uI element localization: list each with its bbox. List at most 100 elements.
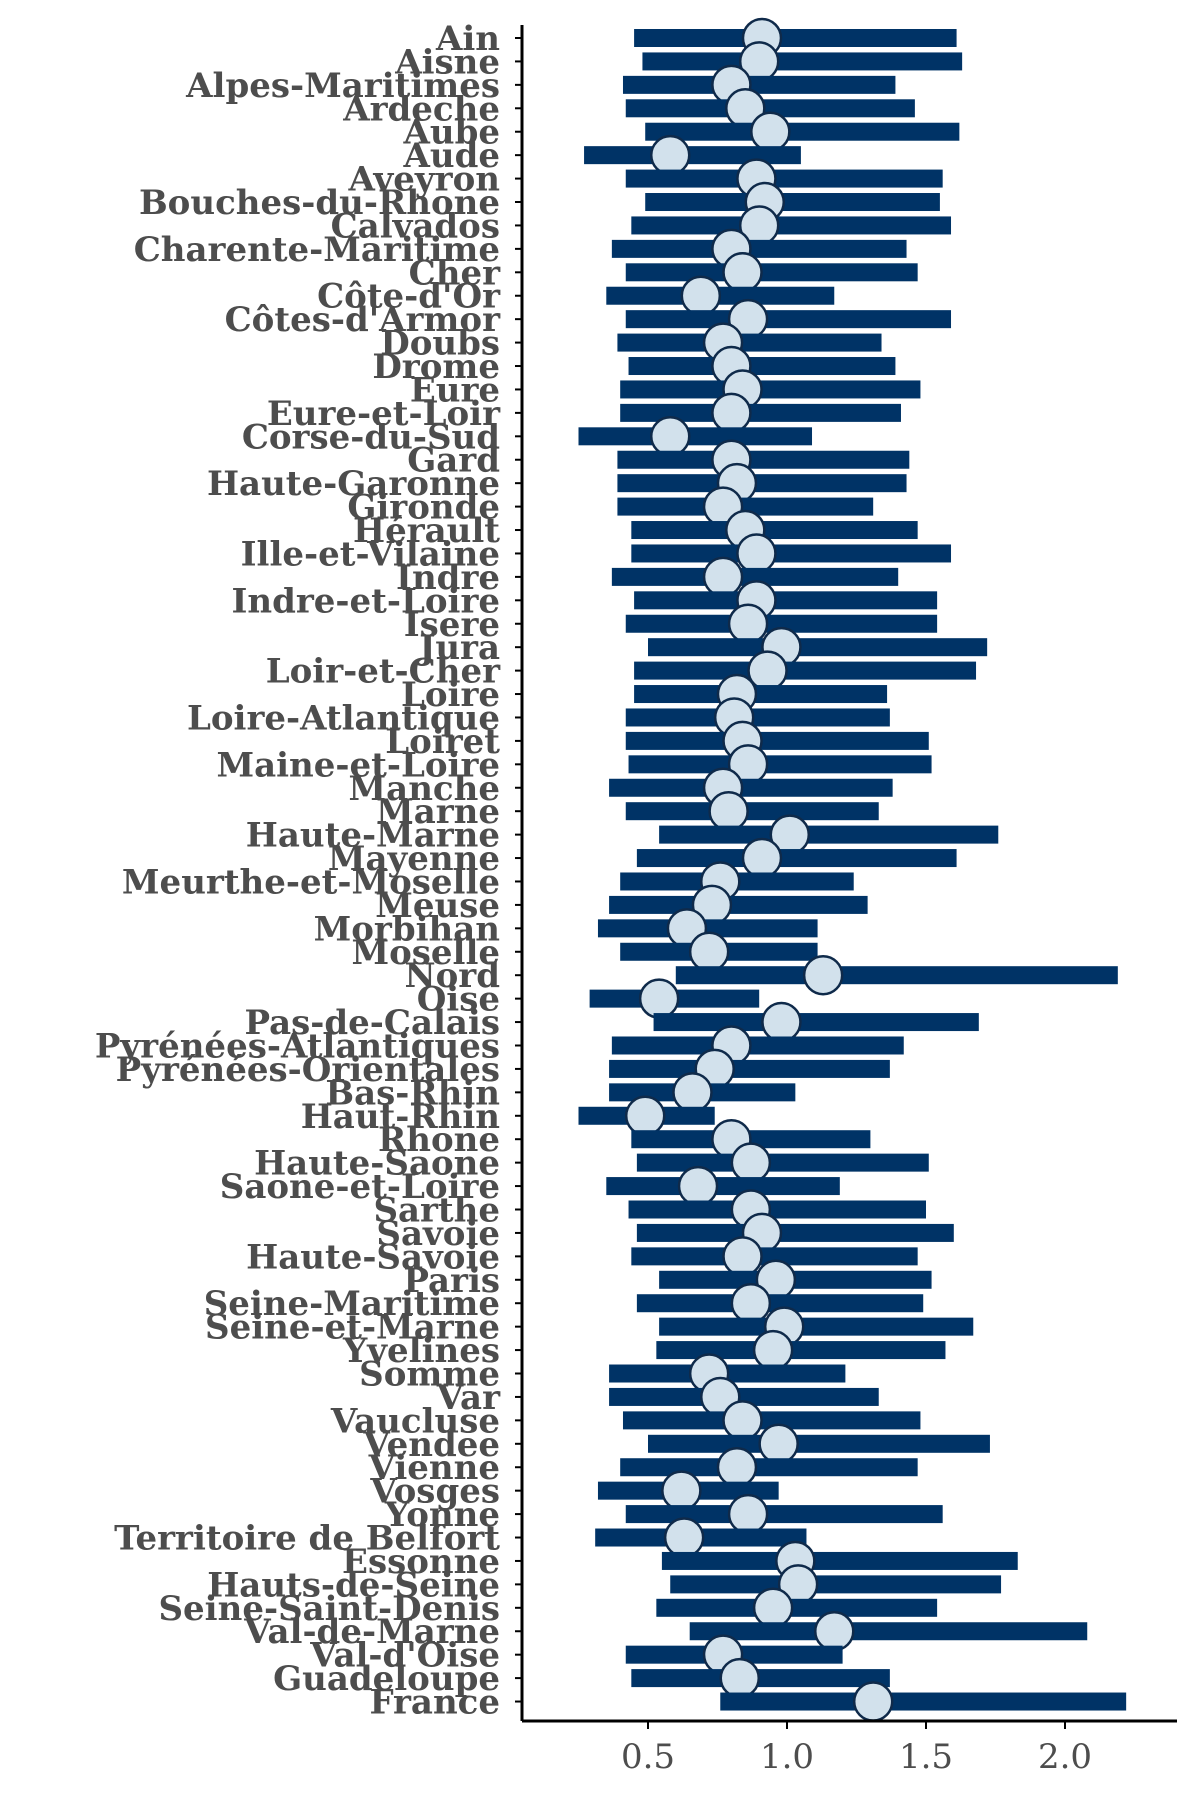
point-estimate-ille-et-vilaine — [736, 533, 777, 574]
y-label-savoie: Savoie — [376, 1214, 500, 1254]
y-label-drome: Drome — [372, 347, 500, 387]
point-estimate-val-de-marne — [814, 1610, 855, 1652]
y-label-vaucluse: Vaucluse — [330, 1401, 500, 1441]
y-label-morbihan: Morbihan — [314, 909, 500, 949]
y-label-nord: Nord — [405, 956, 500, 996]
x-tick-label-0: 0.5 — [621, 1737, 675, 1777]
y-label-loiret: Loiret — [385, 722, 500, 762]
interval-bar-doubs — [617, 333, 882, 352]
interval-bar-aisne — [642, 52, 963, 71]
point-estimate-guadeloupe — [719, 1657, 760, 1699]
interval-bar-loire-atlantique — [625, 708, 890, 727]
interval-bar-eure-et-loir — [620, 403, 901, 422]
y-label-saone-et-loire: Saone-et-Loire — [220, 1167, 500, 1207]
interval-bar-loiret — [625, 731, 929, 750]
y-label-manche: Manche — [349, 769, 500, 809]
interval-bar-marne — [625, 802, 879, 821]
point-estimate-haut-rhin — [624, 1095, 666, 1137]
point-estimate-france — [852, 1681, 894, 1722]
y-label-val-d-oise: Val-d'Oise — [309, 1636, 500, 1676]
y-label-somme: Somme — [359, 1355, 500, 1395]
point-estimate-seine-maritime — [730, 1282, 772, 1324]
interval-bar-pas-de-calais — [653, 1013, 979, 1032]
point-estimate-saone-et-loire — [677, 1165, 719, 1207]
interval-bar-meuse — [609, 895, 868, 914]
interval-bar-calvados — [631, 216, 952, 235]
interval-bar-ain — [634, 29, 957, 47]
y-label-paris: Paris — [403, 1261, 500, 1301]
y-label-yvelines: Yvelines — [342, 1331, 500, 1371]
point-estimate-cher — [722, 252, 763, 293]
y-label-haut-rhin: Haut-Rhin — [301, 1097, 500, 1137]
y-label-eure: Eure — [410, 370, 500, 410]
point-estimate-vosges — [661, 1470, 702, 1511]
y-label-gironde: Gironde — [347, 488, 500, 528]
y-label-yonne: Yonne — [384, 1495, 500, 1535]
y-label-bouches-du-rhone: Bouches-du-Rhone — [139, 183, 500, 223]
y-label-meurthe-et-moselle: Meurthe-et-Moselle — [122, 862, 500, 902]
y-label-h-rault: Hérault — [353, 511, 500, 551]
y-label-bas-rhin: Bas-Rhin — [325, 1073, 500, 1113]
interval-bar-seine-et-marne — [659, 1317, 974, 1336]
y-label-loire: Loire — [401, 675, 500, 715]
point-estimate-bas-rhin — [672, 1072, 713, 1113]
point-estimate-c-te-d-or — [680, 275, 722, 316]
interval-bar-drome — [628, 357, 896, 376]
y-label-pyr-n-es-atlantiques: Pyrénées-Atlantiques — [95, 1026, 500, 1066]
interval-bar-maine-et-loire — [628, 755, 932, 774]
interval-bar-essonne — [661, 1551, 1018, 1570]
y-label-charente-maritime: Charente-Maritime — [134, 230, 500, 270]
interval-bar-yvelines — [656, 1341, 946, 1360]
point-estimate-haute-savoie — [722, 1236, 763, 1277]
y-label-aube: Aube — [402, 113, 500, 153]
y-label-aude: Aude — [402, 136, 500, 176]
interval-bar-vienne — [620, 1458, 918, 1477]
y-label-mayenne: Mayenne — [328, 839, 500, 879]
y-label-hauts-de-seine: Hauts-de-Seine — [207, 1565, 500, 1605]
point-estimate-moselle — [688, 931, 730, 973]
y-label-seine-maritime: Seine-Maritime — [204, 1284, 500, 1324]
y-label-haute-marne: Haute-Marne — [246, 816, 500, 856]
y-label-seine-et-marne: Seine-et-Marne — [205, 1308, 500, 1348]
y-label-loire-atlantique: Loire-Atlantique — [187, 698, 500, 738]
point-estimate-indre — [702, 556, 744, 598]
interval-bar-ardeche — [625, 99, 915, 118]
x-tick-label-3: 2.0 — [1038, 1737, 1092, 1777]
point-estimate-eure-et-loir — [711, 392, 752, 434]
y-label-sarthe: Sarthe — [373, 1191, 500, 1231]
y-label-oise: Oise — [417, 980, 500, 1020]
interval-bar-charente-maritime — [611, 239, 907, 258]
y-label-meuse: Meuse — [375, 886, 500, 926]
interval-bar-aude — [584, 146, 801, 165]
point-estimate-haute-saone — [730, 1142, 772, 1183]
y-label-rhone: Rhone — [378, 1120, 500, 1160]
point-estimate-vaucluse — [722, 1400, 763, 1441]
interval-bar-france — [720, 1692, 1127, 1711]
point-estimate-oise — [638, 978, 680, 1019]
y-label-doubs: Doubs — [380, 324, 500, 364]
interval-bar-haute-savoie — [631, 1247, 918, 1266]
point-estimate-isere — [727, 603, 769, 644]
point-estimate-aube — [750, 111, 791, 152]
point-estimate-seine-saint-denis — [752, 1587, 794, 1629]
y-label-guadeloupe: Guadeloupe — [273, 1659, 500, 1699]
interval-bar-seine-maritime — [636, 1294, 924, 1313]
y-label-c-te-d-or: Côte-d'Or — [317, 277, 501, 317]
point-estimate-yonne — [727, 1493, 769, 1535]
y-label-aveyron: Aveyron — [348, 160, 500, 200]
y-label-vienne: Vienne — [368, 1448, 500, 1488]
y-label-pas-de-calais: Pas-de-Calais — [244, 1003, 500, 1043]
interval-bar-corse-du-sud — [578, 427, 813, 446]
point-estimate-marne — [708, 790, 749, 832]
interval-bar-guadeloupe — [631, 1669, 890, 1688]
y-label-france: France — [369, 1683, 500, 1723]
y-label-haute-savoie: Haute-Savoie — [246, 1237, 500, 1277]
point-estimate-corse-du-sud — [649, 416, 691, 457]
y-label-isere: Isere — [404, 605, 500, 645]
interval-bar-loire — [634, 685, 888, 704]
interval-bar-hauts-de-seine — [670, 1575, 1002, 1594]
y-label-var: Var — [436, 1378, 501, 1418]
point-estimate-yvelines — [752, 1329, 794, 1371]
y-label-loir-et-cher: Loir-et-Cher — [266, 652, 501, 692]
interval-bar-savoie — [636, 1223, 954, 1242]
